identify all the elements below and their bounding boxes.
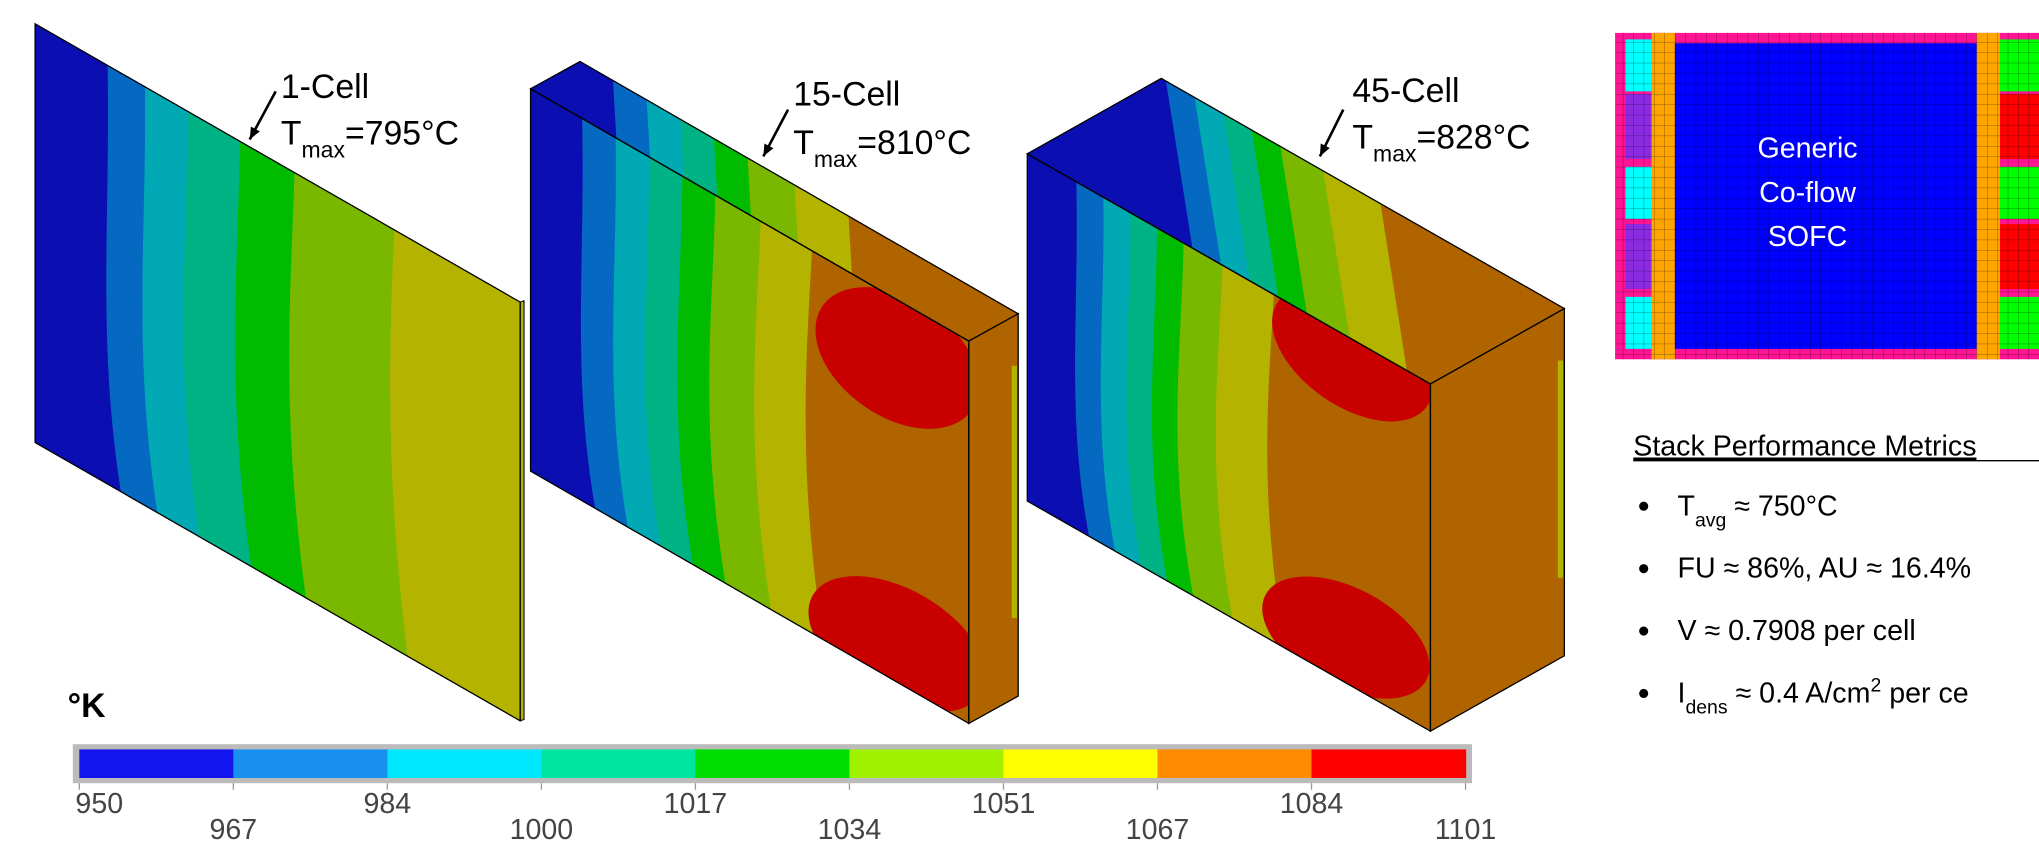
colorbar-band <box>1311 749 1467 779</box>
outline <box>529 87 970 725</box>
text-segment: T <box>1677 490 1694 522</box>
inset-text: SOFC <box>1768 221 1847 253</box>
slab <box>1027 153 1431 732</box>
arrow-head <box>249 126 260 140</box>
contour-plots <box>34 22 1566 733</box>
arrow-head <box>763 143 774 157</box>
colorbar-tick-label: 1051 <box>972 788 1036 820</box>
colorbar-tick-label: 950 <box>75 788 123 820</box>
colorbar-tick-label: 1067 <box>1126 814 1190 846</box>
text-segment: =810°C <box>857 124 971 162</box>
tmax-label: Tmax=828°C <box>1352 119 1530 167</box>
text-segment: max <box>302 137 346 163</box>
text-segment: 2 <box>1870 675 1881 697</box>
tmax-label: Tmax=795°C <box>281 115 459 163</box>
text-segment: =828°C <box>1416 119 1530 157</box>
slab <box>35 23 521 721</box>
panel-label: 45-Cell <box>1352 72 1459 110</box>
metric-item: V ≈ 0.7908 per cell <box>1677 615 1915 647</box>
colorbar-tick-label: 967 <box>209 814 257 846</box>
panel-label: 15-Cell <box>793 76 900 114</box>
metric-item: Tavg ≈ 750°C <box>1677 490 1837 531</box>
text-segment: avg <box>1695 509 1726 531</box>
colorbar-unit: °K <box>68 687 107 725</box>
inset-text: Generic <box>1757 133 1857 165</box>
text-segment: V ≈ 0.7908 per cell <box>1677 615 1915 647</box>
text-segment: I <box>1677 678 1685 710</box>
colorbar: °K 950 967 984 1000 1017 1034 1051 1067 1084 1101 <box>68 687 1497 846</box>
tmax-label: Tmax=810°C <box>793 124 971 172</box>
colorbar-band <box>79 749 234 779</box>
panel-label: 1-Cell <box>281 68 369 106</box>
bullet <box>1639 564 1649 574</box>
colorbar-band <box>1003 749 1159 779</box>
bullet <box>1639 688 1649 699</box>
metric-item: FU ≈ 86%, AU ≈ 16.4% <box>1677 553 1971 585</box>
text-segment: ≈ 0.4 A/cm <box>1728 678 1871 710</box>
text-segment: ≈ 750°C <box>1726 490 1837 522</box>
outline <box>1026 152 1432 733</box>
contour-band <box>1027 153 1093 554</box>
colorbar-band <box>849 749 1005 779</box>
metric-item: Idens ≈ 0.4 A/cm2 per ce <box>1677 675 1968 719</box>
colorbar-tick-label: 1000 <box>510 814 574 846</box>
sofc-inset: Generic Co-flow SOFC <box>1615 32 2039 360</box>
slab-top <box>1027 78 1565 384</box>
text-segment: FU ≈ 86%, AU ≈ 16.4% <box>1677 553 1971 585</box>
colorbar-band <box>695 749 851 779</box>
contour-band <box>530 88 599 525</box>
colorbar-tick-label: 1034 <box>818 814 882 846</box>
colorbar-tick-label: 1084 <box>1280 788 1344 820</box>
contour-band <box>1027 78 1288 384</box>
text-segment: max <box>814 146 858 172</box>
text-segment: T <box>793 124 814 162</box>
arrow-head <box>1319 143 1330 157</box>
colorbar-tick-label: 1101 <box>1435 814 1497 846</box>
outline <box>34 22 521 722</box>
text-segment: per ce <box>1881 678 1968 710</box>
inset-text: Co-flow <box>1759 177 1856 209</box>
slab-side <box>968 312 1019 725</box>
colorbar-tick-label: 1017 <box>664 788 728 820</box>
colorbar-band <box>541 749 697 779</box>
metrics-title: Stack Performance Metrics <box>1633 431 1976 463</box>
bullet <box>1639 501 1649 511</box>
text-segment: T <box>1352 119 1373 157</box>
colorbar-band <box>1157 749 1313 779</box>
colorbar-tick-label: 984 <box>364 788 412 820</box>
text-segment: max <box>1373 141 1417 167</box>
text-segment: =795°C <box>345 115 459 153</box>
slab-side <box>1429 307 1566 733</box>
bullet <box>1639 626 1649 636</box>
text-segment: dens <box>1685 697 1727 719</box>
colorbar-band <box>387 749 543 779</box>
colorbar-band <box>233 749 389 779</box>
contour-band <box>35 23 124 509</box>
text-segment: T <box>281 115 302 153</box>
